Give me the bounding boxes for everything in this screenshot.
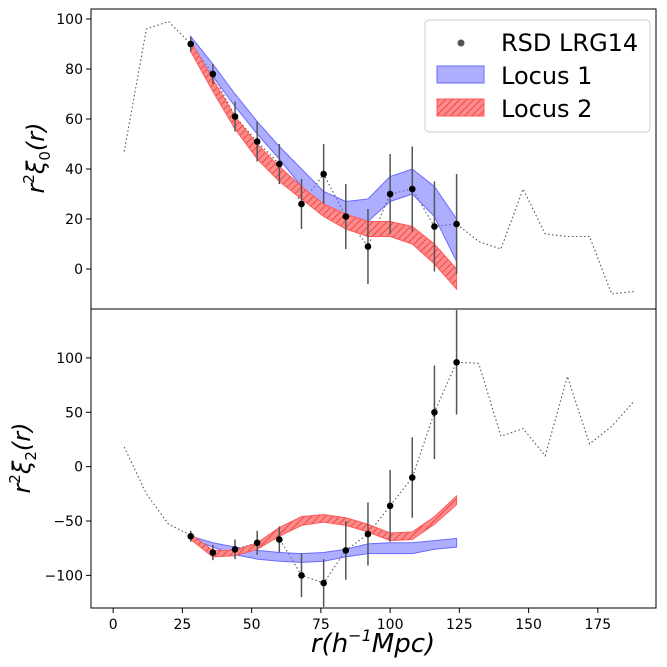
data-point-xi0 (209, 70, 217, 78)
data-point-xi0 (320, 170, 327, 178)
data-point-xi0 (253, 138, 261, 145)
ytick-label-xi0: 80 (65, 62, 83, 78)
xlabel: r(h−1Mpc) (311, 626, 435, 659)
data-point-xi2 (431, 408, 438, 416)
ytick-label-xi0: 0 (74, 262, 83, 278)
data-point-xi2 (298, 572, 305, 579)
legend-label-rsd: RSD LRG14 (501, 29, 638, 57)
axes: 0 20 40 60 80 100 −100 −50 0 50 100 0 25 50 75 100 125 15… (45, 8, 657, 633)
data-point-xi0 (386, 190, 394, 198)
data-point-xi2 (342, 547, 350, 554)
legend-marker-rsd (457, 39, 465, 47)
band-locus1-xi2 (190, 535, 458, 563)
data-point-xi0 (408, 185, 416, 193)
legend-swatch-locus1 (436, 65, 485, 84)
data-point-xi2 (364, 530, 372, 538)
data-point-xi2 (187, 532, 195, 540)
ytick-label-xi2: 0 (74, 460, 83, 476)
ylabel-top: r2ξ0(r) (20, 123, 54, 194)
panel-xi2 (123, 310, 635, 607)
ytick-label-xi2: −100 (45, 568, 83, 584)
ytick-label-xi0: 100 (56, 12, 83, 28)
legend-label-locus1: Locus 1 (501, 62, 592, 90)
data-point-xi0 (298, 200, 305, 208)
ytick-label-xi0: 40 (65, 162, 83, 178)
data-point-xi2 (231, 545, 239, 553)
data-point-xi0 (231, 113, 239, 120)
data-point-xi2 (209, 549, 217, 556)
frame-xi2 (90, 308, 657, 609)
data-point-xi2 (253, 539, 261, 547)
legend-label-locus2: Locus 2 (501, 95, 592, 123)
data-point-xi2 (453, 358, 460, 366)
ytick-label-xi0: 20 (65, 212, 83, 228)
data-point-xi2 (408, 474, 416, 481)
data-point-xi0 (431, 223, 438, 230)
data-point-xi0 (276, 160, 283, 168)
dotted-line-xi0 (123, 20, 634, 295)
data-point-xi2 (320, 579, 327, 587)
data-point-xi2 (386, 502, 394, 510)
ytick-label-xi2: −50 (53, 514, 83, 530)
ylabel-bottom: r2ξ2(r) (6, 423, 40, 494)
xtick-label: 175 (584, 617, 611, 633)
xtick-label: 25 (173, 617, 191, 633)
xtick-label: 75 (312, 617, 330, 633)
ytick-label-xi2: 100 (56, 351, 83, 367)
xtick-label: 125 (446, 617, 473, 633)
ytick-label-xi2: 50 (65, 405, 83, 421)
xtick-label: 150 (515, 617, 542, 633)
xtick-label: 50 (243, 617, 261, 633)
xtick-label: 100 (377, 617, 404, 633)
data-point-xi0 (453, 220, 460, 228)
data-point-xi0 (364, 243, 372, 250)
data-point-xi0 (187, 40, 195, 48)
legend-swatch-locus2 (436, 98, 485, 117)
data-point-xi2 (276, 536, 283, 543)
xtick-label: 0 (109, 617, 118, 633)
band-locus2-xi2 (190, 494, 458, 558)
data-point-xi0 (342, 213, 350, 220)
legend: RSD LRG14 Locus 1 Locus 2 (424, 19, 651, 133)
panel-xi0 (123, 20, 634, 295)
ytick-label-xi0: 60 (65, 112, 83, 128)
